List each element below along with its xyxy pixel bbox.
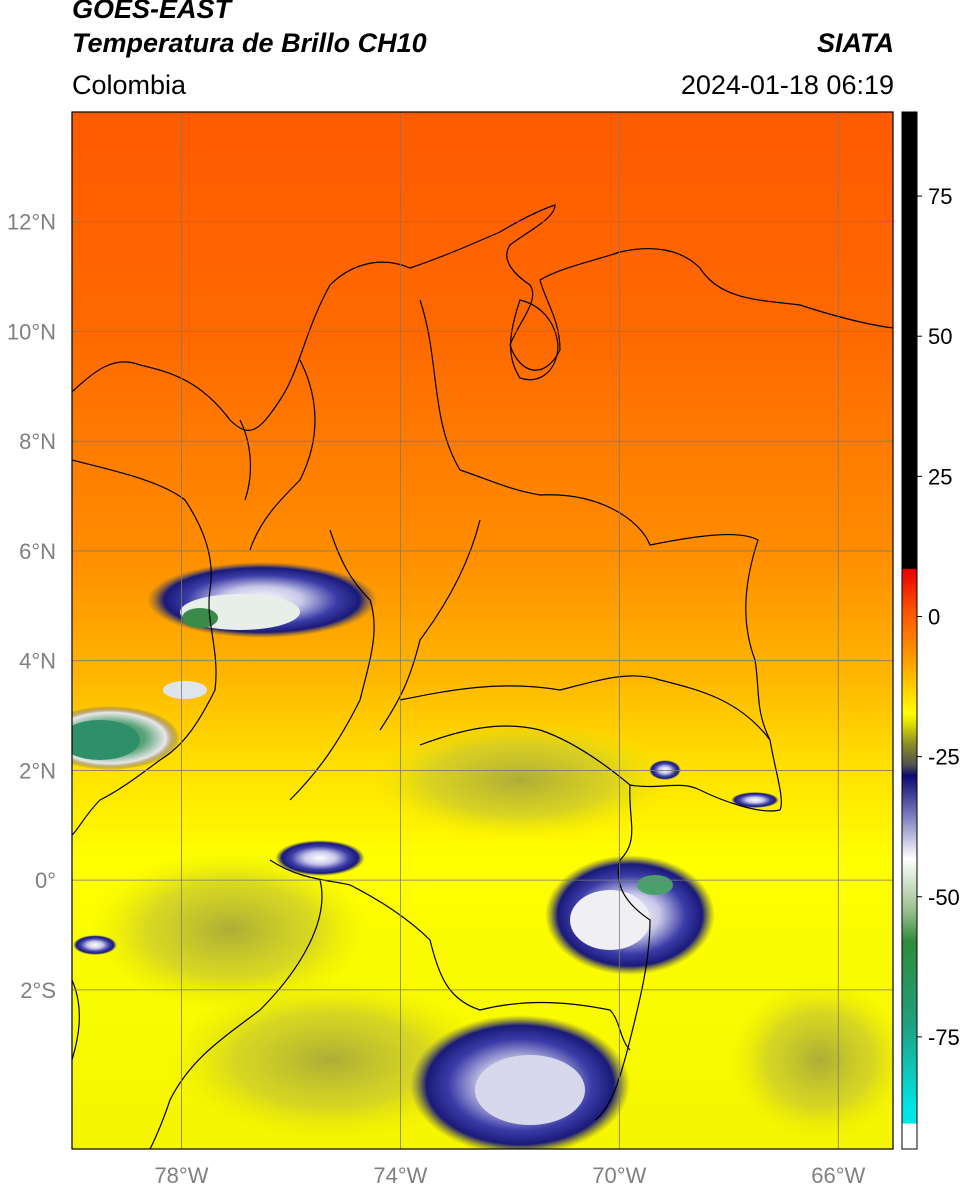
cloud-region-southeast <box>730 980 893 1140</box>
latitude-label: 6°N <box>19 539 56 564</box>
border-brazil <box>594 784 781 1121</box>
region-label: Colombia <box>72 70 187 100</box>
map-area <box>72 112 893 1149</box>
longitude-labels: 78°W 74°W 70°W 66°W <box>154 1163 865 1188</box>
border-interior-2 <box>379 519 481 731</box>
border-panama <box>239 419 252 501</box>
product-title: Temperatura de Brillo CH10 <box>72 28 427 58</box>
storm-cell-south-core <box>475 1055 585 1125</box>
boundaries <box>72 204 893 1149</box>
border-venezuela <box>419 299 782 811</box>
storm-cell-choco-green <box>182 608 218 628</box>
colorbar-label: 75 <box>928 184 952 209</box>
coastline-ecuador <box>72 979 80 1061</box>
border-peru <box>269 859 631 1051</box>
longitude-label: 70°W <box>592 1163 646 1188</box>
colorbar: 75 50 25 0 -25 -50 -75 <box>901 111 960 1150</box>
longitude-label: 66°W <box>811 1163 865 1188</box>
latitude-label: 8°N <box>19 429 56 454</box>
storm-cell-guainia <box>649 760 681 780</box>
border-ecuador-peru <box>149 879 323 1149</box>
coastline-caribbean <box>72 204 893 431</box>
coastline-pacific <box>72 459 217 836</box>
colorbar-labels: 75 50 25 0 -25 -50 -75 <box>917 184 960 1050</box>
agency-label: SIATA <box>817 28 894 58</box>
storm-cell-ecuador <box>73 935 117 955</box>
storm-cell-putumayo <box>275 840 365 876</box>
map-frame <box>71 111 894 1150</box>
cloud-region-southwest <box>170 980 490 1140</box>
longitude-label: 74°W <box>373 1163 427 1188</box>
storm-cell-amazon-green <box>637 875 673 895</box>
cloud-region-west <box>90 850 370 1010</box>
title-block: GOES-EAST Temperatura de Brillo CH10 SIA… <box>72 0 894 108</box>
colorbar-label: -50 <box>928 885 960 910</box>
colorbar-label: -75 <box>928 1025 960 1050</box>
colorbar-label: -25 <box>928 745 960 770</box>
longitude-label: 78°W <box>154 1163 208 1188</box>
colorbar-label: 25 <box>928 464 952 489</box>
latitude-label: 4°N <box>19 649 56 674</box>
satellite-title: GOES-EAST <box>72 0 232 24</box>
storm-cell-east <box>731 792 779 808</box>
storm-cell-small <box>163 681 207 699</box>
colorbar-scale <box>901 111 918 1150</box>
border-interior-1 <box>289 529 375 801</box>
latitude-label: 10°N <box>7 319 56 344</box>
border-meta <box>399 675 771 741</box>
datetime-label: 2024-01-18 06:19 <box>680 70 894 100</box>
latitude-labels: 12°N 10°N 8°N 6°N 4°N 2°N 0° 2°S <box>7 210 56 1003</box>
cloud-region-central <box>370 720 670 840</box>
latitude-label: 2°S <box>20 978 56 1003</box>
storm-cell-pacific-core <box>72 720 140 760</box>
lake-maracaibo <box>510 299 559 381</box>
gridlines <box>72 112 893 1149</box>
border-interior-3 <box>249 359 316 551</box>
latitude-label: 0° <box>35 868 56 893</box>
latitude-label: 2°N <box>19 758 56 783</box>
border-amazonas <box>419 725 631 786</box>
latitude-label: 12°N <box>7 210 56 235</box>
colorbar-label: 0 <box>928 604 940 629</box>
colorbar-label: 50 <box>928 324 952 349</box>
storm-cell-amazon-core <box>570 890 650 950</box>
